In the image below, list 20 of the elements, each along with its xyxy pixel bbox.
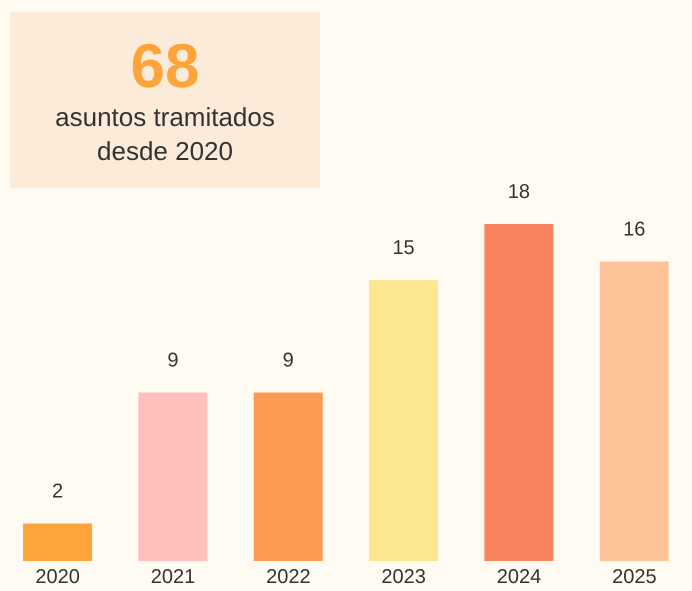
data-label: 9 [282,350,294,372]
data-label: 15 [392,237,415,260]
x-tick-label: 2020 [35,566,80,588]
chart-title: 68 [130,32,200,101]
x-tick-label: 2022 [266,566,311,588]
data-label: 2 [52,480,64,503]
x-tick-label: 2023 [381,566,426,588]
x-tick-label: 2024 [496,566,542,588]
bar [484,224,554,561]
bar [369,280,438,561]
data-label: 18 [508,181,530,203]
bar [600,261,669,561]
bar [138,392,208,561]
x-tick-label: 2021 [150,566,196,588]
bar [23,524,92,561]
data-label: 9 [167,350,178,372]
chart-subtitle: asuntos tramitados desde 2020 [54,101,276,168]
data-label: 16 [623,218,646,240]
bar [254,392,323,561]
x-tick-label: 2025 [612,566,657,588]
